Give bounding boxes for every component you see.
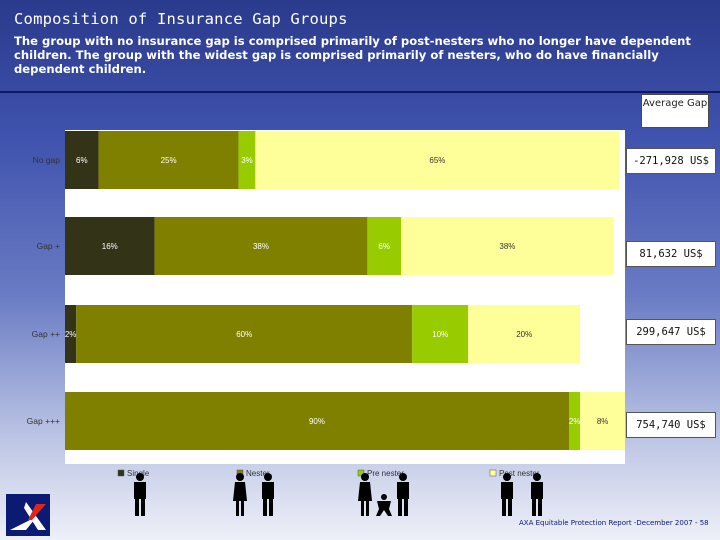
post-nester-couple-icon [501, 473, 543, 516]
footer-note: AXA Equitable Protection Report -Decembe… [519, 519, 709, 527]
bar-segment-nester [76, 305, 413, 363]
bar-value-label: 60% [236, 330, 252, 339]
bar-segment-pre-nester [412, 305, 469, 363]
category-label: Gap + [37, 241, 60, 251]
title-divider [0, 91, 720, 93]
bar-value-label: 3% [241, 156, 253, 165]
single-person-icon [134, 473, 146, 516]
bar-segment-nester [154, 217, 368, 275]
bar-value-label: 65% [429, 156, 445, 165]
bar-segment-nester [65, 392, 569, 450]
category-labels: No gap Gap + Gap ++ Gap +++ [27, 155, 61, 426]
legend-swatch [489, 469, 497, 477]
bar-segment-single [65, 131, 99, 189]
bar-segment-pre-nester [238, 131, 256, 189]
bar-segment-single [65, 217, 155, 275]
legend-label: Pre nester [367, 469, 404, 478]
legend-swatch [117, 469, 125, 477]
average-gap-value: 299,647 US$ [626, 319, 716, 345]
bar-value-label: 38% [253, 242, 269, 251]
title-block: Composition of Insurance Gap Groups The … [14, 10, 704, 76]
average-gap-header: Average Gap [641, 94, 709, 128]
bar-segment-pre-nester [367, 217, 401, 275]
person-icons [134, 473, 543, 516]
bar-value-label: 90% [309, 417, 325, 426]
bars-layer: 6% 25% 3% 65% 16% 38% 6% 38% 2% 60% 10% 20% 90% 2% 8% [65, 131, 625, 450]
bar-segment-pre-nester [569, 392, 581, 450]
bar-segment-nester [98, 131, 239, 189]
pre-nester-family-icon [358, 473, 409, 516]
bar-value-label: 6% [378, 242, 390, 251]
bar-value-label: 38% [499, 242, 515, 251]
bar-segment-post-nester [255, 131, 620, 189]
legend-label: Post nester [499, 469, 540, 478]
average-gap-value: 754,740 US$ [626, 412, 716, 438]
bar-value-label: 10% [432, 330, 448, 339]
bar-value-label: 8% [597, 417, 609, 426]
average-gap-value: -271,928 US$ [626, 148, 716, 174]
category-label: Gap ++ [32, 329, 60, 339]
legend-label: Nester [246, 469, 270, 478]
axa-logo [6, 494, 50, 536]
bar-value-label: 20% [516, 330, 532, 339]
legend-swatch [357, 469, 365, 477]
nester-couple-icon [233, 473, 274, 516]
bar-value-label: 25% [161, 156, 177, 165]
category-label: No gap [33, 155, 61, 165]
bar-segment-post-nester [401, 217, 614, 275]
bar-segment-post-nester [580, 392, 625, 450]
bar-value-label: 2% [65, 330, 77, 339]
slide-title: Composition of Insurance Gap Groups [14, 10, 348, 28]
bar-value-label: 2% [569, 417, 581, 426]
bar-segment-single [65, 305, 77, 363]
bar-value-label: 6% [76, 156, 88, 165]
slide-subtitle: The group with no insurance gap is compr… [14, 34, 691, 76]
category-label: Gap +++ [27, 416, 60, 426]
bar-segment-post-nester [468, 305, 581, 363]
average-gap-value: 81,632 US$ [626, 241, 716, 267]
bar-value-label: 16% [102, 242, 118, 251]
